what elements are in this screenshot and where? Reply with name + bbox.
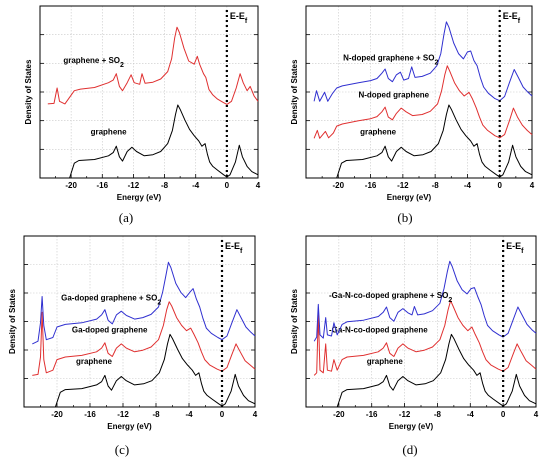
dos-series-line-0 <box>47 104 259 179</box>
x-tick-label: -4 <box>464 181 472 190</box>
dos-panel-b: -20 -16 -12 -8 -4 0 4 Energy (eV) Density of Sta… <box>290 5 535 225</box>
dos-series-line-2 <box>313 21 533 102</box>
series-label-2: Ga-doped graphene + SO2 <box>61 294 161 307</box>
y-axis-label: Density of States <box>290 288 299 353</box>
y-axis-label: Density of States <box>290 59 299 124</box>
x-tick-label: 0 <box>501 410 506 419</box>
x-tick-label: 0 <box>497 181 502 190</box>
x-tick-label: 0 <box>220 410 225 419</box>
x-axis-label: Energy (eV) <box>387 193 432 202</box>
series-label-0: graphene <box>91 128 128 137</box>
series-label-1: -Ga-N-co-doped graphene <box>329 325 428 334</box>
x-tick-label: -16 <box>365 181 377 190</box>
dos-series-line-2 <box>32 261 256 345</box>
x-axis-label: Energy (eV) <box>107 422 152 431</box>
dos-panel-a: -20 -16 -12 -8 -4 0 4 Energy (eV) Density of Sta… <box>24 5 261 225</box>
x-tick-label: 4 <box>253 410 258 419</box>
series-label-2: -Ga-N-co-doped graphene + SO2 <box>329 291 452 304</box>
x-tick-label: -12 <box>397 181 409 190</box>
fermi-level-label: E-Ef <box>503 11 521 25</box>
panel-label: (a) <box>119 210 133 225</box>
x-tick-label: -4 <box>192 181 200 190</box>
dos-series-line-1 <box>313 65 533 139</box>
y-axis-label: Density of States <box>24 59 33 124</box>
series-label-1: Ga-doped graphene <box>72 325 148 334</box>
dos-panel-c: -20 -16 -12 -8 -4 0 4 Energy (eV) Density of Sta… <box>8 235 258 457</box>
x-tick-label: -8 <box>161 181 169 190</box>
y-axis-label: Density of States <box>8 288 17 353</box>
fermi-level-label: E-Ef <box>506 241 524 255</box>
dos-series-line-2 <box>313 260 537 342</box>
x-tick-label: -8 <box>432 181 440 190</box>
x-tick-label: -4 <box>467 410 475 419</box>
series-label-0: graphene <box>360 128 397 137</box>
series-label-1: graphene + SO2 <box>63 56 124 69</box>
x-tick-label: 4 <box>534 410 539 419</box>
x-axis-label: Energy (eV) <box>389 422 434 431</box>
x-tick-label: -20 <box>333 410 345 419</box>
x-tick-label: -12 <box>399 410 411 419</box>
x-tick-label: -4 <box>185 410 193 419</box>
x-tick-label: -16 <box>366 410 378 419</box>
x-tick-label: -16 <box>97 181 109 190</box>
series-label-1: N-doped graphene <box>358 91 429 100</box>
dos-series-line-1 <box>32 301 256 376</box>
x-tick-label: -20 <box>333 181 345 190</box>
fermi-level-label: E-Ef <box>230 11 248 25</box>
dos-panel-d: -20 -16 -12 -8 -4 0 4 Energy (eV) Density of Sta… <box>290 235 539 457</box>
x-tick-label: -20 <box>51 410 63 419</box>
x-tick-label: -12 <box>117 410 129 419</box>
dos-series-line-0 <box>32 333 256 408</box>
series-label-2: N-doped graphene + SO2 <box>343 54 438 67</box>
series-label-0: graphene <box>367 357 404 366</box>
panel-label: (c) <box>115 442 129 457</box>
dos-series-line-0 <box>314 104 533 179</box>
x-tick-label: -16 <box>84 410 96 419</box>
x-tick-label: 0 <box>225 181 230 190</box>
x-tick-label: -8 <box>434 410 442 419</box>
x-tick-label: 4 <box>256 181 261 190</box>
x-tick-label: 4 <box>530 181 535 190</box>
x-tick-label: -8 <box>152 410 160 419</box>
x-axis-label: Energy (eV) <box>117 193 162 202</box>
series-label-0: graphene <box>76 357 113 366</box>
panel-label: (b) <box>397 210 412 225</box>
dos-series-line-1 <box>47 26 259 105</box>
x-tick-label: -12 <box>128 181 140 190</box>
fermi-level-label: E-Ef <box>225 241 243 255</box>
panel-label: (d) <box>402 442 417 457</box>
x-tick-label: -20 <box>65 181 77 190</box>
dos-series-line-0 <box>314 333 537 408</box>
dos-series-line-1 <box>313 300 537 376</box>
